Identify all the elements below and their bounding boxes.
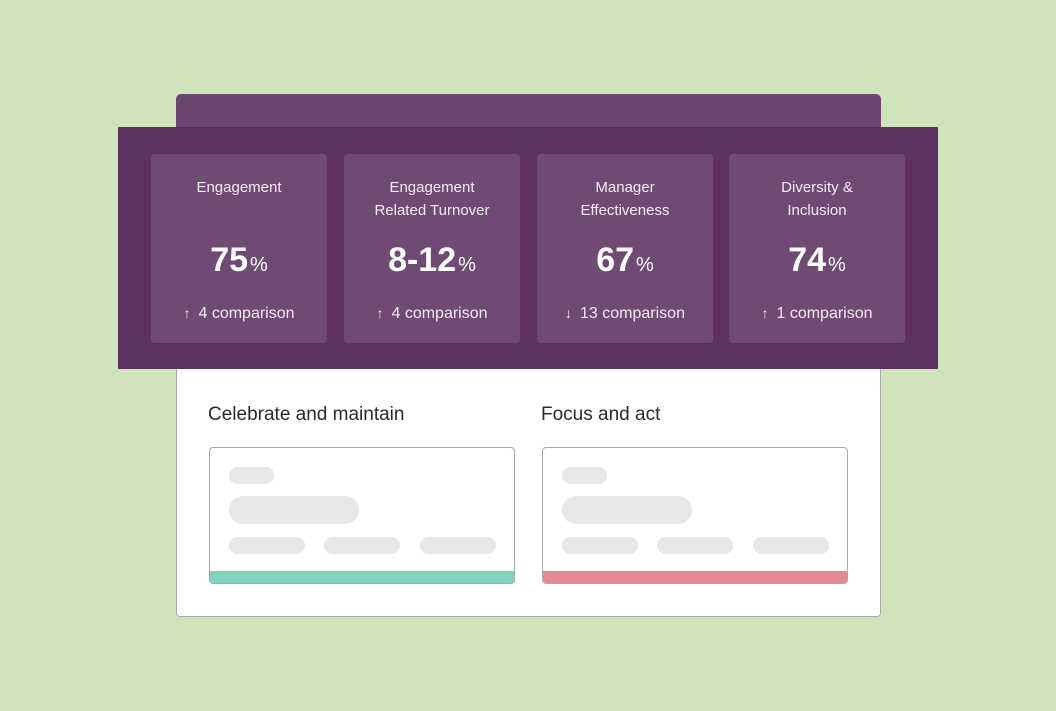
placeholder-label bbox=[229, 467, 274, 484]
metric-unit: % bbox=[250, 254, 268, 276]
metric-value: 67% bbox=[537, 238, 713, 287]
metric-title: Diversity & Inclusion bbox=[781, 179, 853, 219]
placeholder-pill bbox=[753, 537, 829, 554]
placeholder-title bbox=[562, 496, 692, 524]
metric-value: 74% bbox=[729, 238, 905, 287]
metric-unit: % bbox=[828, 254, 846, 276]
metric-value: 8-12% bbox=[344, 238, 520, 287]
placeholder-pill bbox=[229, 537, 305, 554]
metric-unit: % bbox=[636, 254, 654, 276]
metric-number: 75 bbox=[210, 241, 249, 279]
placeholder-pill bbox=[324, 537, 400, 554]
metric-change: ↓ 13 comparison bbox=[537, 302, 713, 325]
metric-number: 8-12 bbox=[388, 241, 457, 279]
metric-card-engagement[interactable]: Engagement 75% ↑ 4 comparison bbox=[151, 154, 327, 343]
comparison-text: 1 comparison bbox=[776, 305, 873, 322]
placeholder-label bbox=[562, 467, 607, 484]
section-heading-celebrate: Celebrate and maintain bbox=[208, 404, 405, 425]
arrow-down-icon: ↓ bbox=[565, 305, 573, 321]
section-heading-focus: Focus and act bbox=[541, 404, 661, 425]
placeholder-pill bbox=[420, 537, 496, 554]
accent-bar bbox=[543, 571, 847, 583]
metric-card-manager-effectiveness[interactable]: Manager Effectiveness 67% ↓ 13 comparison bbox=[537, 154, 713, 343]
focus-card[interactable] bbox=[542, 447, 848, 584]
metric-title: Engagement Related Turnover bbox=[374, 179, 490, 219]
arrow-up-icon: ↑ bbox=[376, 305, 384, 321]
arrow-up-icon: ↑ bbox=[761, 305, 769, 321]
metric-card-diversity-inclusion[interactable]: Diversity & Inclusion 74% ↑ 1 comparison bbox=[729, 154, 905, 343]
metric-card-engagement-related-turnover[interactable]: Engagement Related Turnover 8-12% ↑ 4 com… bbox=[344, 154, 520, 343]
metric-title: Engagement bbox=[196, 179, 282, 196]
comparison-text: 13 comparison bbox=[580, 305, 685, 322]
metric-change: ↑ 4 comparison bbox=[151, 302, 327, 325]
comparison-text: 4 comparison bbox=[198, 305, 295, 322]
metrics-band: Engagement 75% ↑ 4 comparison Engagement … bbox=[118, 127, 938, 369]
metric-number: 67 bbox=[596, 241, 635, 279]
metric-change: ↑ 4 comparison bbox=[344, 302, 520, 325]
placeholder-pill bbox=[562, 537, 638, 554]
metric-number: 74 bbox=[788, 241, 827, 279]
celebrate-card[interactable] bbox=[209, 447, 515, 584]
metric-title: Manager Effectiveness bbox=[580, 179, 670, 219]
metric-change: ↑ 1 comparison bbox=[729, 302, 905, 325]
placeholder-title bbox=[229, 496, 359, 524]
placeholder-pill bbox=[657, 537, 733, 554]
metric-unit: % bbox=[458, 254, 476, 276]
arrow-up-icon: ↑ bbox=[183, 305, 191, 321]
comparison-text: 4 comparison bbox=[391, 305, 488, 322]
accent-bar bbox=[210, 571, 514, 583]
metric-value: 75% bbox=[151, 238, 327, 287]
